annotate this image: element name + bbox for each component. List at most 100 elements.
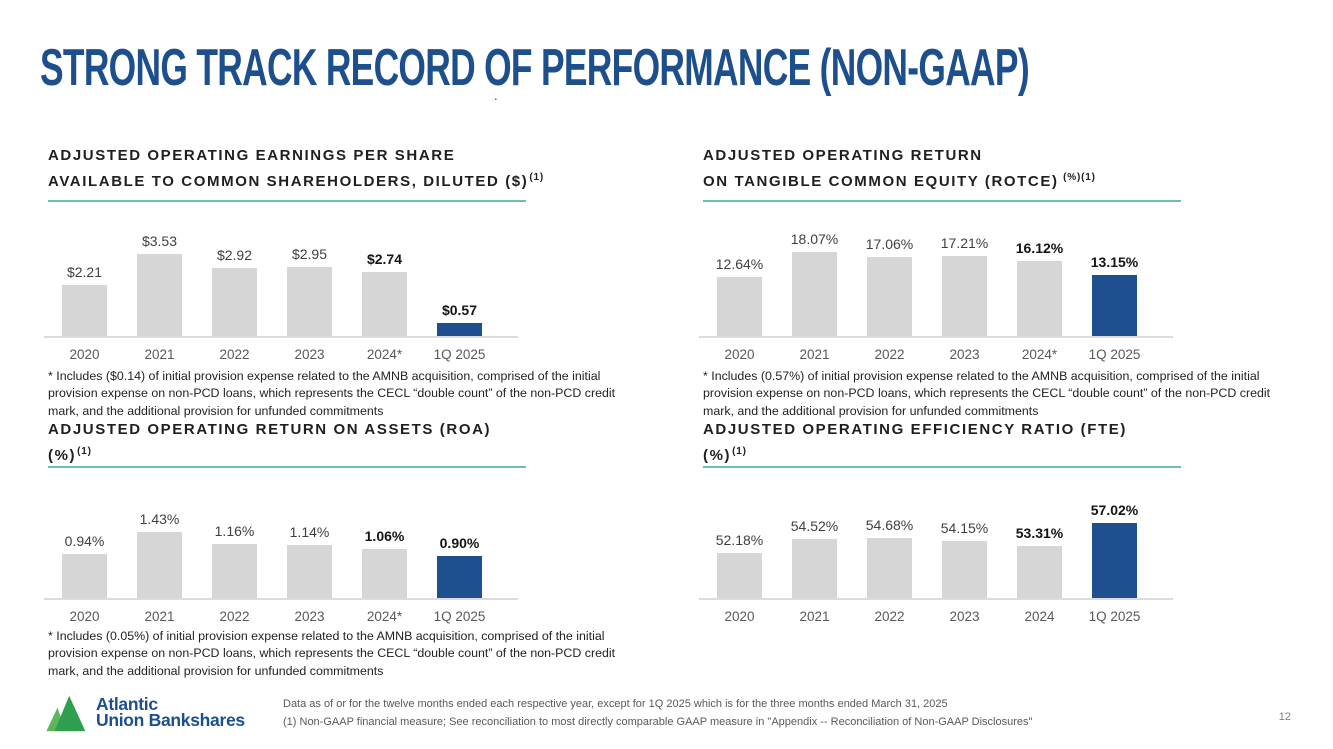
bar-value-label: $2.74: [366, 251, 403, 267]
bar-group: 54.52%: [790, 518, 839, 598]
chart-title-line2: ON TANGIBLE COMMON EQUITY (ROTCE): [703, 173, 1059, 190]
x-axis-line: [699, 598, 1173, 600]
footer-notes: Data as of or for the twelve months ende…: [283, 696, 1032, 731]
x-axis-tick-label: 2024*: [366, 609, 403, 624]
bar-value-label: 1.06%: [364, 528, 405, 544]
bar-group: 16.12%: [1015, 240, 1064, 336]
x-axis-labels: 2020 2021 2022 2023 2024* 1Q 2025: [62, 347, 485, 362]
bar: [137, 254, 182, 336]
chart-title: ADJUSTED OPERATING RETURN ON TANGIBLE COM…: [703, 140, 1288, 193]
bar: [867, 257, 912, 336]
bar-group: 53.31%: [1015, 525, 1064, 598]
chart-panel-eps: ADJUSTED OPERATING EARNINGS PER SHARE AVA…: [44, 140, 633, 418]
bar: [137, 532, 182, 598]
x-axis-tick-label: 2023: [949, 609, 980, 624]
logo-mountain-icon: [46, 695, 86, 732]
bar-value-label: 1.14%: [289, 524, 330, 540]
x-axis-line: [44, 598, 518, 600]
chart-title-superscript: (%)(1): [1059, 172, 1096, 183]
chart-title-superscript: (1): [529, 172, 544, 183]
chart-title: ADJUSTED OPERATING RETURN ON ASSETS (ROA…: [48, 414, 633, 467]
bar-group: $2.74: [362, 251, 407, 336]
bar-group: 54.15%: [940, 520, 989, 598]
x-axis-tick-label: 1Q 2025: [1088, 347, 1141, 362]
bar-chart: 0.94% 1.43% 1.16% 1.14% 1.06% 0.90% 2020 2021 2…: [44, 476, 518, 624]
bar-group: 13.15%: [1091, 254, 1138, 336]
chart-title: ADJUSTED OPERATING EFFICIENCY RATIO (FTE…: [703, 414, 1288, 467]
title-underline: [48, 200, 526, 202]
title-underline: [48, 466, 526, 468]
bars: 52.18% 54.52% 54.68% 54.15% 53.31% 57.02%: [715, 502, 1139, 598]
bar-group: 1.06%: [362, 528, 407, 598]
bar-group: 18.07%: [791, 231, 838, 336]
footer-note-data-asof: Data as of or for the twelve months ende…: [283, 698, 948, 710]
bar: [867, 538, 912, 598]
bar-group: 17.21%: [941, 235, 988, 336]
bar: [362, 549, 407, 598]
x-axis-tick-label: 2022: [874, 609, 905, 624]
bar-value-label: $2.21: [66, 264, 103, 280]
bar: [362, 272, 407, 336]
chart-title-line2: AVAILABLE TO COMMON SHAREHOLDERS, DILUTE…: [48, 173, 529, 190]
bar-value-label: 57.02%: [1090, 502, 1139, 518]
x-axis-line: [44, 336, 518, 338]
chart-title-line2: (%): [703, 447, 732, 464]
bar-value-label: 1.43%: [139, 511, 180, 527]
x-axis-tick-label: 2023: [949, 347, 980, 362]
bar-chart: $2.21 $3.53 $2.92 $2.95 $2.74 $0.57 2020 2021 2…: [44, 210, 518, 362]
bar: [942, 256, 987, 336]
bar: [287, 267, 332, 336]
x-axis-tick-label: 2020: [69, 347, 100, 362]
bar-group: 17.06%: [866, 236, 913, 336]
bar-group: $0.57: [437, 302, 482, 336]
x-axis-tick-label: 2024*: [1021, 347, 1058, 362]
bar: [287, 545, 332, 598]
logo-line2: Union Bankshares: [96, 710, 245, 730]
x-axis-tick-label: 2021: [799, 609, 830, 624]
x-axis-tick-label: 2022: [219, 609, 250, 624]
x-axis-labels: 2020 2021 2022 2023 2024* 1Q 2025: [717, 347, 1141, 362]
chart-title-line1: ADJUSTED OPERATING EARNINGS PER SHARE: [48, 147, 456, 164]
bar: [717, 553, 762, 598]
bar-value-label: $2.92: [216, 247, 253, 263]
x-axis-tick-label: 1Q 2025: [1088, 609, 1141, 624]
bar: [212, 544, 257, 598]
bar-group: 1.16%: [212, 523, 257, 598]
bar: [942, 541, 987, 598]
chart-title-line1: ADJUSTED OPERATING RETURN: [703, 147, 983, 164]
bars: 12.64% 18.07% 17.06% 17.21% 16.12% 13.15%: [715, 231, 1138, 336]
chart-panel-rotce: ADJUSTED OPERATING RETURN ON TANGIBLE COM…: [699, 140, 1288, 418]
bar: [717, 277, 762, 336]
bar-value-label: 53.31%: [1015, 525, 1064, 541]
bar-chart: 12.64% 18.07% 17.06% 17.21% 16.12% 13.15% 202…: [699, 210, 1173, 362]
x-axis-tick-label: 2023: [294, 347, 325, 362]
bar-value-label: 52.18%: [715, 532, 764, 548]
x-axis-tick-label: 1Q 2025: [433, 609, 486, 624]
bar-value-label: 1.16%: [214, 523, 255, 539]
bar-group: $2.21: [62, 264, 107, 336]
bar-value-label: 16.12%: [1015, 240, 1064, 256]
bar-value-label: 12.64%: [715, 256, 764, 272]
chart-title-superscript: (1): [77, 446, 92, 457]
bar-value-label: $3.53: [141, 233, 178, 249]
page-number: 12: [1278, 711, 1291, 723]
stray-period-mark: .: [494, 88, 498, 103]
chart-title-line1: ADJUSTED OPERATING RETURN ON ASSETS (ROA…: [48, 421, 492, 438]
bar-value-label: 54.52%: [790, 518, 839, 534]
x-axis-tick-label: 2021: [144, 347, 175, 362]
bar-group: 54.68%: [866, 517, 913, 598]
bar: [212, 268, 257, 336]
x-axis-tick-label: 2022: [874, 347, 905, 362]
bar-value-label: $2.95: [291, 246, 328, 262]
bar: [62, 285, 107, 336]
bar-group: 1.14%: [287, 524, 332, 598]
bar-value-label: 54.15%: [940, 520, 989, 536]
bar-group: 0.94%: [62, 533, 107, 598]
bar: [792, 252, 837, 336]
footer-note-nongaap: (1) Non-GAAP financial measure; See reco…: [283, 715, 1033, 728]
bar-value-label: 0.90%: [439, 535, 480, 551]
title-underline: [703, 200, 1181, 202]
bar-group: 0.90%: [437, 535, 482, 598]
bar-chart: 52.18% 54.52% 54.68% 54.15% 53.31% 57.02% 202…: [699, 476, 1173, 624]
